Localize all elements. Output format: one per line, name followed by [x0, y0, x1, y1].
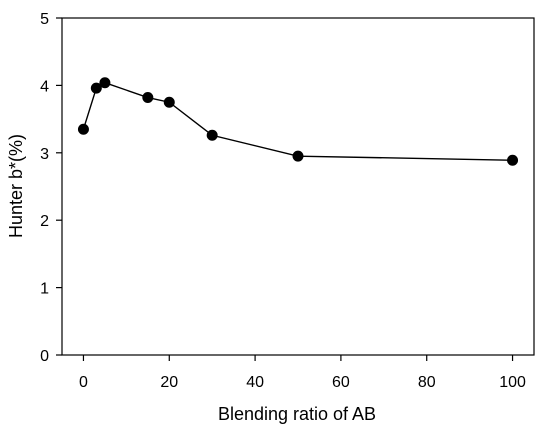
y-tick-label: 1 [40, 281, 49, 298]
data-point [142, 92, 154, 104]
data-point [206, 129, 218, 141]
axes [61, 17, 535, 356]
ticks: 0 1 2 3 4 5 0 20 40 60 80 100 [40, 11, 526, 391]
series-layer [77, 77, 519, 166]
x-tick-label: 80 [418, 374, 436, 391]
data-point [90, 82, 102, 94]
data-point [163, 96, 175, 108]
x-tick-label: 60 [332, 374, 350, 391]
data-point [292, 150, 304, 162]
x-tick-label: 100 [499, 374, 526, 391]
x-tick-label: 20 [160, 374, 178, 391]
data-point [77, 123, 89, 135]
data-point [99, 77, 111, 89]
plot-frame [61, 17, 535, 356]
y-tick-label: 5 [40, 11, 49, 28]
data-point [507, 154, 519, 166]
y-axis-title: Hunter b*(%) [6, 134, 26, 238]
y-tick-label: 2 [40, 213, 49, 230]
x-tick-label: 40 [246, 374, 264, 391]
x-tick-label: 0 [79, 374, 88, 391]
y-tick-label: 3 [40, 146, 49, 163]
y-tick-label: 4 [40, 78, 49, 95]
x-axis-title: Blending ratio of AB [218, 404, 376, 424]
y-tick-label: 0 [40, 348, 49, 365]
